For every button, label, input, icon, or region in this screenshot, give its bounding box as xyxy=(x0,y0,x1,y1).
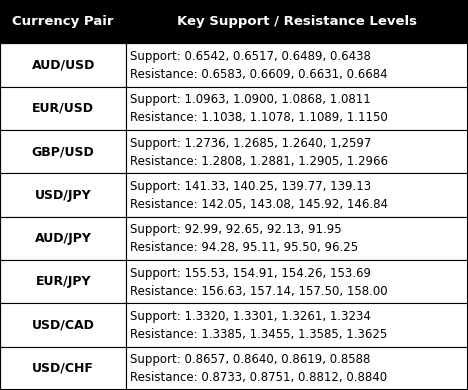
Text: GBP/USD: GBP/USD xyxy=(32,145,95,158)
Text: Support: 0.8657, 0.8640, 0.8619, 0.8588: Support: 0.8657, 0.8640, 0.8619, 0.8588 xyxy=(130,353,371,366)
Text: Resistance: 142.05, 143.08, 145.92, 146.84: Resistance: 142.05, 143.08, 145.92, 146.… xyxy=(130,198,388,211)
Text: Resistance: 0.8733, 0.8751, 0.8812, 0.8840: Resistance: 0.8733, 0.8751, 0.8812, 0.88… xyxy=(130,371,387,385)
Text: Support: 0.6542, 0.6517, 0.6489, 0.6438: Support: 0.6542, 0.6517, 0.6489, 0.6438 xyxy=(130,50,371,63)
Bar xyxy=(0,347,126,390)
Text: Resistance: 1.3385, 1.3455, 1.3585, 1.3625: Resistance: 1.3385, 1.3455, 1.3585, 1.36… xyxy=(130,328,388,341)
Text: Resistance: 1.2808, 1.2881, 1.2905, 1.2966: Resistance: 1.2808, 1.2881, 1.2905, 1.29… xyxy=(130,155,388,168)
Bar xyxy=(0,130,126,173)
Text: Support: 155.53, 154.91, 154.26, 153.69: Support: 155.53, 154.91, 154.26, 153.69 xyxy=(130,266,371,280)
Text: Resistance: 156.63, 157.14, 157.50, 158.00: Resistance: 156.63, 157.14, 157.50, 158.… xyxy=(130,285,388,298)
Text: USD/CAD: USD/CAD xyxy=(32,319,95,332)
Bar xyxy=(126,173,468,217)
Bar xyxy=(126,87,468,130)
Text: Support: 1.3320, 1.3301, 1.3261, 1.3234: Support: 1.3320, 1.3301, 1.3261, 1.3234 xyxy=(130,310,371,323)
Text: Resistance: 1.1038, 1.1078, 1.1089, 1.1150: Resistance: 1.1038, 1.1078, 1.1089, 1.11… xyxy=(130,112,388,124)
Bar xyxy=(126,217,468,260)
Bar xyxy=(0,303,126,347)
Text: AUD/USD: AUD/USD xyxy=(31,58,95,71)
Text: Resistance: 94.28, 95.11, 95.50, 96.25: Resistance: 94.28, 95.11, 95.50, 96.25 xyxy=(130,241,358,254)
Text: EUR/USD: EUR/USD xyxy=(32,102,94,115)
Text: Support: 92.99, 92.65, 92.13, 91.95: Support: 92.99, 92.65, 92.13, 91.95 xyxy=(130,223,342,236)
Text: Key Support / Resistance Levels: Key Support / Resistance Levels xyxy=(177,15,417,28)
Text: AUD/JPY: AUD/JPY xyxy=(35,232,92,245)
Bar xyxy=(0,0,126,43)
Text: Support: 1.2736, 1.2685, 1.2640, 1,2597: Support: 1.2736, 1.2685, 1.2640, 1,2597 xyxy=(130,136,372,149)
Bar xyxy=(126,347,468,390)
Text: Currency Pair: Currency Pair xyxy=(13,15,114,28)
Bar xyxy=(126,130,468,173)
Text: EUR/JPY: EUR/JPY xyxy=(36,275,91,288)
Text: Support: 1.0963, 1.0900, 1.0868, 1.0811: Support: 1.0963, 1.0900, 1.0868, 1.0811 xyxy=(130,93,371,106)
Bar xyxy=(126,0,468,43)
Bar xyxy=(126,43,468,87)
Text: USD/JPY: USD/JPY xyxy=(35,188,91,202)
Bar xyxy=(0,87,126,130)
Bar xyxy=(0,217,126,260)
Text: USD/CHF: USD/CHF xyxy=(32,362,94,375)
Bar xyxy=(126,260,468,303)
Bar xyxy=(126,303,468,347)
Text: Resistance: 0.6583, 0.6609, 0.6631, 0.6684: Resistance: 0.6583, 0.6609, 0.6631, 0.66… xyxy=(130,68,388,81)
Bar xyxy=(0,173,126,217)
Bar xyxy=(0,260,126,303)
Text: Support: 141.33, 140.25, 139.77, 139.13: Support: 141.33, 140.25, 139.77, 139.13 xyxy=(130,180,371,193)
Bar xyxy=(0,43,126,87)
